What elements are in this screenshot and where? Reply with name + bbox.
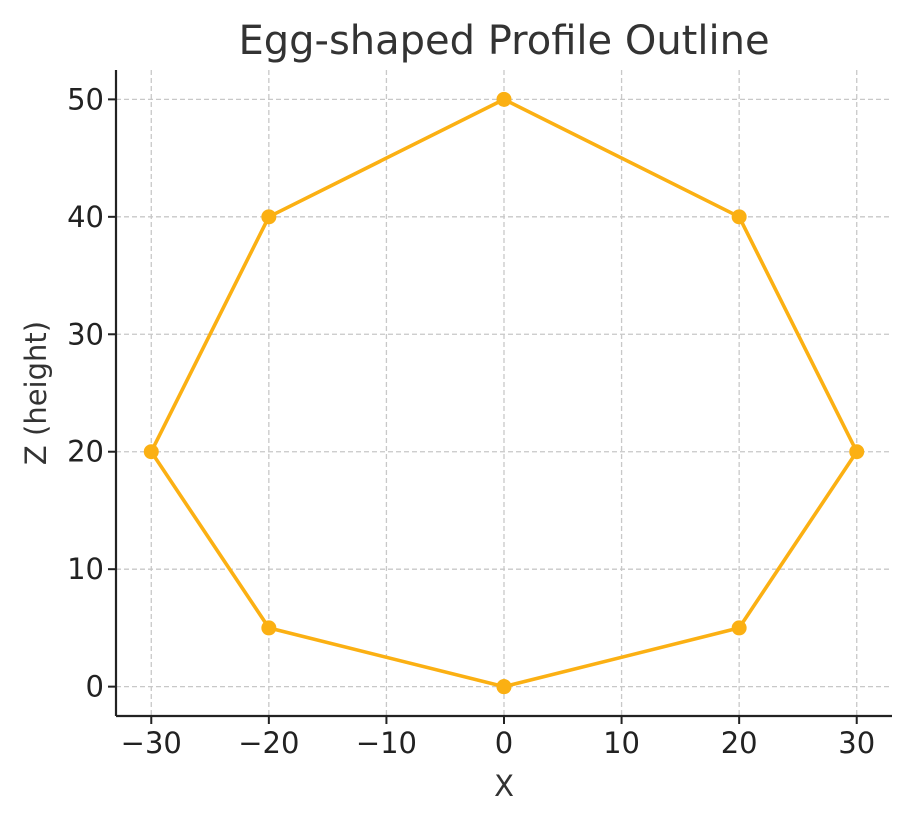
x-axis-label: X bbox=[494, 769, 514, 803]
grid-lines bbox=[116, 70, 892, 716]
y-tick-label: 50 bbox=[67, 82, 104, 116]
data-point bbox=[731, 209, 747, 225]
y-tick-label: 0 bbox=[86, 670, 104, 704]
series-layer bbox=[143, 91, 865, 695]
chart-title: Egg-shaped Profile Outline bbox=[238, 18, 769, 64]
y-tick-label: 20 bbox=[67, 435, 104, 469]
x-tick-label: −30 bbox=[121, 726, 182, 760]
y-tick-label: 30 bbox=[67, 317, 104, 351]
x-tick-label: 0 bbox=[495, 726, 513, 760]
x-tick-label: 10 bbox=[603, 726, 640, 760]
x-tick-label: 30 bbox=[838, 726, 875, 760]
y-tick-label: 10 bbox=[67, 552, 104, 586]
y-tick-label: 40 bbox=[67, 200, 104, 234]
data-point bbox=[731, 620, 747, 636]
x-tick-label: −10 bbox=[356, 726, 417, 760]
data-point bbox=[143, 444, 159, 460]
ticks: −30 −20 −10 0 10 20 30 0 10 20 30 40 50 bbox=[67, 82, 875, 760]
data-point bbox=[261, 209, 277, 225]
data-point bbox=[261, 620, 277, 636]
data-point bbox=[496, 91, 512, 107]
x-tick-label: −20 bbox=[238, 726, 299, 760]
data-point bbox=[496, 679, 512, 695]
x-tick-label: 20 bbox=[721, 726, 758, 760]
y-axis-label: Z (height) bbox=[19, 321, 53, 465]
data-point bbox=[849, 444, 865, 460]
